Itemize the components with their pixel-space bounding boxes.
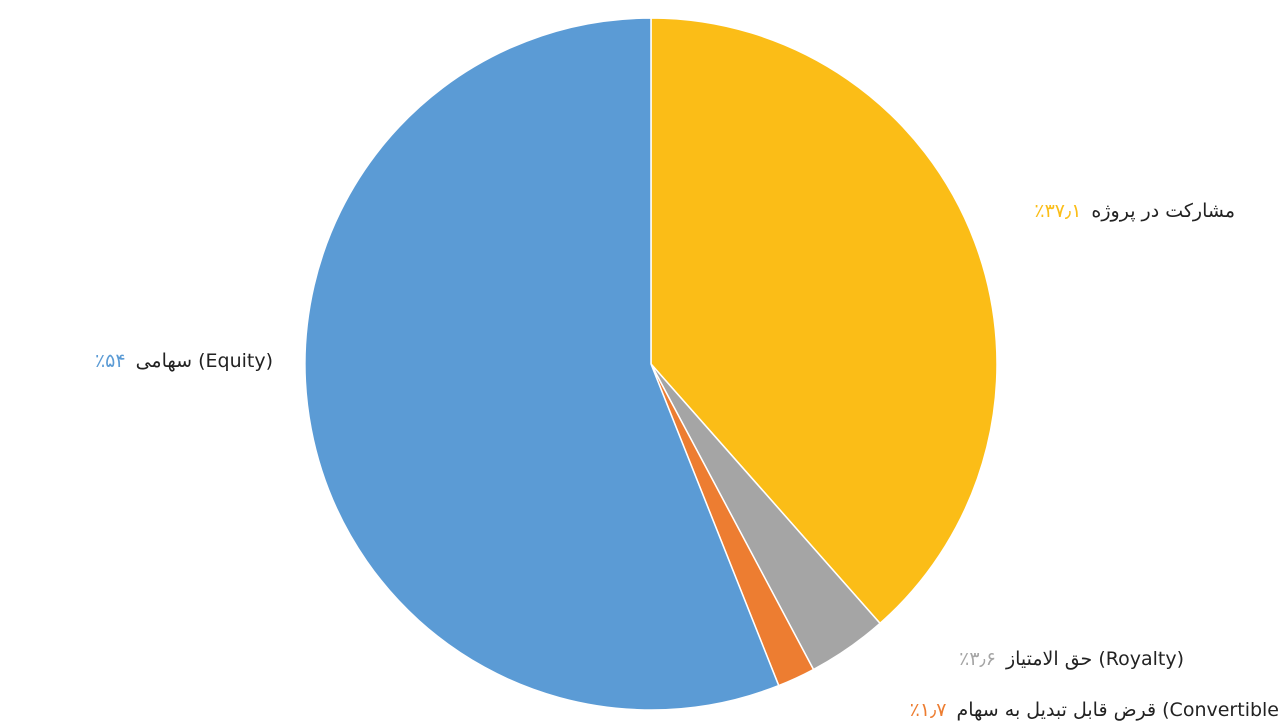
- data-label-equity-name: سهامی (Equity): [135, 350, 273, 372]
- pie-slice-equity: [304, 17, 780, 711]
- data-label-convertible: ٪۱٫۷ قرض قابل تبدیل به سهام (Convertible: [910, 698, 1279, 722]
- data-label-royalty-name: حق الامتیاز (Royalty): [1005, 648, 1184, 670]
- pie-slice-project-participation: [650, 17, 998, 625]
- data-label-project-participation-percent: ٪۳۷٫۱: [1034, 200, 1082, 222]
- data-label-convertible-percent: ٪۱٫۷: [909, 699, 947, 721]
- data-label-convertible-name: قرض قابل تبدیل به سهام (Convertible: [956, 699, 1279, 721]
- data-label-royalty: ٪۳٫۶ حق الامتیاز (Royalty): [959, 647, 1184, 671]
- data-label-project-participation: ٪۳۷٫۱ مشارکت در پروژه: [1034, 199, 1235, 223]
- data-label-project-participation-name: مشارکت در پروژه: [1091, 200, 1235, 222]
- data-label-royalty-percent: ٪۳٫۶: [959, 648, 996, 670]
- data-label-equity: ٪۵۴ سهامی (Equity): [95, 349, 273, 373]
- data-label-equity-percent: ٪۵۴: [94, 350, 126, 372]
